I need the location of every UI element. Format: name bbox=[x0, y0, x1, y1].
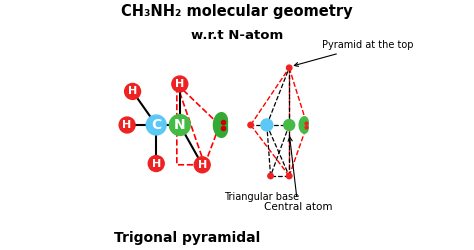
Circle shape bbox=[286, 173, 292, 179]
Text: H: H bbox=[175, 79, 184, 89]
Text: H: H bbox=[122, 120, 132, 130]
Text: C: C bbox=[151, 118, 161, 132]
Text: H: H bbox=[198, 160, 207, 170]
Circle shape bbox=[268, 173, 273, 179]
Text: H: H bbox=[152, 158, 161, 168]
Text: N: N bbox=[174, 118, 186, 132]
Circle shape bbox=[286, 65, 292, 70]
Circle shape bbox=[146, 115, 166, 135]
Text: Triangular base: Triangular base bbox=[224, 192, 300, 202]
Circle shape bbox=[284, 120, 295, 130]
Circle shape bbox=[125, 84, 140, 100]
Polygon shape bbox=[299, 117, 308, 133]
Text: Trigonal pyramidal: Trigonal pyramidal bbox=[114, 231, 260, 245]
Text: w.r.t N-atom: w.r.t N-atom bbox=[191, 29, 283, 42]
Polygon shape bbox=[213, 113, 228, 137]
Circle shape bbox=[194, 157, 210, 173]
Text: CH₃NH₂ molecular geometry: CH₃NH₂ molecular geometry bbox=[121, 4, 353, 20]
Text: Pyramid at the top: Pyramid at the top bbox=[294, 40, 413, 66]
Circle shape bbox=[169, 114, 190, 136]
Circle shape bbox=[172, 76, 188, 92]
Text: Central atom: Central atom bbox=[264, 137, 332, 212]
Circle shape bbox=[119, 117, 135, 133]
Text: H: H bbox=[128, 86, 137, 97]
Circle shape bbox=[261, 119, 273, 131]
Circle shape bbox=[248, 122, 254, 128]
Circle shape bbox=[148, 156, 164, 172]
